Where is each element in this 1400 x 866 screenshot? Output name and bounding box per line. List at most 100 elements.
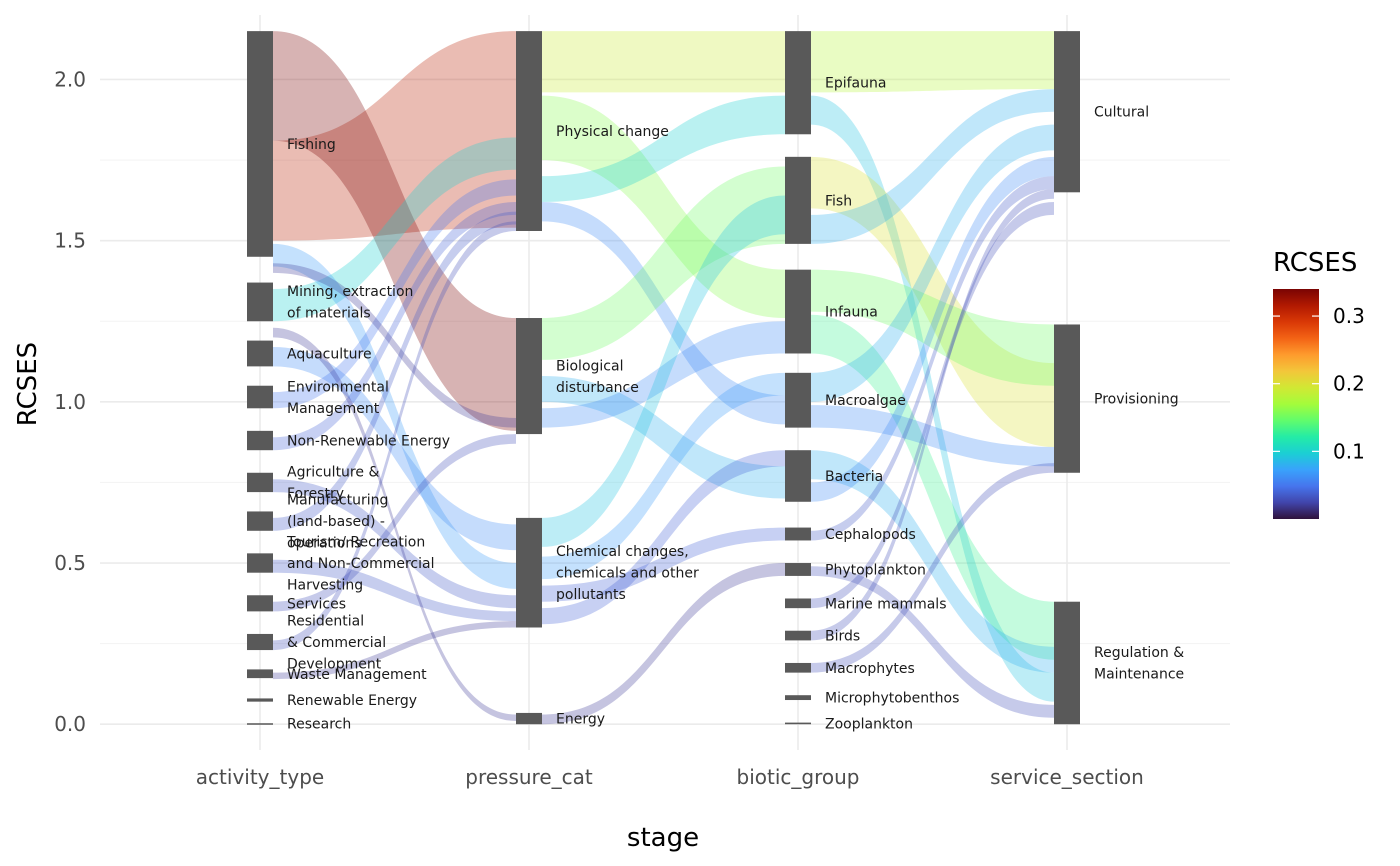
flow-band-pressure_cat: [542, 372, 785, 580]
node-label-line: of materials: [287, 306, 371, 322]
flow-bands: [273, 31, 1054, 725]
node-infauna: [785, 269, 811, 354]
flow-band-biotic_group: [811, 450, 1054, 673]
node-provisioning: [1054, 324, 1080, 473]
flow-band-activity_type: [273, 621, 516, 680]
color-legend: RCSES 0.1 0.2 0.3: [1273, 248, 1365, 519]
stage-nodes: [247, 31, 1080, 725]
node-label-line: Bacteria: [825, 469, 883, 485]
node-label-line: Marine mammals: [825, 596, 947, 612]
flow-band-pressure_cat: [542, 31, 785, 93]
flow-band-biotic_group: [811, 124, 1054, 402]
node-label-line: Cephalopods: [825, 527, 916, 543]
node-tourism-recreation-and-non-commercial-harvesting: [247, 553, 273, 573]
node-label-phytoplankton: Phytoplankton: [825, 562, 926, 578]
node-label-agriculture-forestry: Agriculture & Forestry: [287, 465, 379, 503]
node-label-line: Residential: [287, 614, 364, 630]
node-physical-change: [516, 31, 542, 231]
flow-band-biotic_group: [811, 89, 1054, 244]
node-label-line: chemicals and other: [556, 566, 699, 582]
flow-band-activity_type: [273, 31, 516, 241]
flow-band-biotic_group: [811, 201, 1054, 609]
node-label-line: Provisioning: [1094, 392, 1179, 408]
flow-band-activity_type: [273, 137, 516, 322]
x-tick-label-service-section: service_section: [990, 765, 1144, 789]
legend-tick-label: 0.3: [1333, 304, 1365, 328]
node-label-line: Maintenance: [1094, 667, 1184, 683]
flow-band-pressure_cat: [542, 450, 785, 625]
node-fish: [785, 156, 811, 244]
node-services: [247, 595, 273, 612]
node-regulation-maintenance: [1054, 601, 1080, 725]
node-label-macroalgae: Macroalgae: [825, 393, 906, 409]
node-label-services: Services: [287, 596, 346, 612]
x-axis-title: stage: [627, 823, 699, 853]
y-tick-label: 0.0: [54, 712, 86, 736]
flow-band-activity_type: [273, 327, 516, 721]
node-label-environmental-management: Environmental Management: [287, 379, 389, 417]
node-label-line: Macrophytes: [825, 661, 915, 677]
node-label-line: Regulation &: [1094, 645, 1184, 661]
node-label-line: Phytoplankton: [825, 562, 926, 578]
node-label-cephalopods: Cephalopods: [825, 527, 916, 543]
node-fishing: [247, 31, 273, 257]
x-tick-label-pressure-cat: pressure_cat: [465, 765, 593, 789]
node-label-fish: Fish: [825, 193, 852, 209]
flow-band-pressure_cat: [542, 376, 785, 499]
node-label-line: Aquaculture: [287, 346, 372, 362]
node-label-epifauna: Epifauna: [825, 76, 886, 92]
node-label-line: Macroalgae: [825, 393, 906, 409]
node-label-line: Physical change: [556, 124, 669, 140]
flow-band-biotic_group: [811, 566, 1054, 718]
node-label-line: Epifauna: [825, 76, 886, 92]
node-label-waste-management: Waste Management: [287, 667, 427, 683]
node-label-line: Chemical changes,: [556, 544, 689, 560]
flow-band-biotic_group: [811, 269, 1054, 386]
node-label-line: Agriculture &: [287, 465, 379, 481]
node-label-line: Management: [287, 401, 380, 417]
node-label-line: Biological: [556, 358, 623, 374]
node-label-line: and Non-Commercial: [287, 556, 435, 572]
flow-band-biotic_group: [811, 314, 1054, 660]
flow-band-activity_type: [273, 434, 516, 612]
node-label-line: Fish: [825, 193, 852, 209]
x-tick-label-biotic-group: biotic_group: [737, 765, 860, 789]
flow-band-activity_type: [273, 347, 516, 551]
node-label-line: operations: [287, 536, 362, 552]
legend-title: RCSES: [1273, 248, 1357, 278]
node-label-birds: Birds: [825, 629, 860, 645]
flow-band-activity_type: [273, 179, 516, 409]
node-label-aquaculture: Aquaculture: [287, 346, 372, 362]
flow-band-activity_type: [273, 263, 516, 428]
flow-band-activity_type: [273, 221, 516, 651]
node-microphytobenthos: [785, 695, 811, 701]
node-label-line: disturbance: [556, 380, 639, 396]
node-macroalgae: [785, 372, 811, 428]
node-residential-commercial-development: [247, 633, 273, 651]
node-non-renewable-energy: [247, 430, 273, 451]
node-label-line: Waste Management: [287, 667, 427, 683]
legend-colorbar: [1273, 289, 1319, 519]
flow-band-biotic_group: [811, 31, 1054, 93]
y-tick-label: 0.5: [54, 551, 86, 575]
node-biological-disturbance: [516, 318, 542, 435]
flow-band-activity_type: [273, 479, 516, 609]
node-cephalopods: [785, 527, 811, 541]
node-cultural: [1054, 31, 1080, 193]
node-label-line: Tourism/ Recreation: [286, 535, 425, 551]
node-chemical-changes-chemicals-and-other-pollutants: [516, 517, 542, 628]
node-label-macrophytes: Macrophytes: [825, 661, 915, 677]
y-tick-label: 2.0: [54, 67, 86, 91]
node-label-cultural: Cultural: [1094, 105, 1149, 121]
node-label-line: Birds: [825, 629, 860, 645]
node-label-zooplankton: Zooplankton: [825, 716, 913, 732]
flow-band-pressure_cat: [542, 563, 785, 725]
node-manufacturing-land-based-operations: [247, 511, 273, 531]
node-label-residential-commercial-development: Residential & Commercial Development: [287, 614, 386, 673]
node-label-line: Zooplankton: [825, 716, 913, 732]
node-research: [247, 723, 273, 725]
legend-tick-label: 0.2: [1333, 372, 1365, 396]
flow-band-biotic_group: [811, 176, 1054, 541]
axes: 0.0 0.5 1.0 1.5 2.0 activity_type pressure_cat…: [54, 67, 1144, 789]
node-label-provisioning: Provisioning: [1094, 392, 1179, 408]
